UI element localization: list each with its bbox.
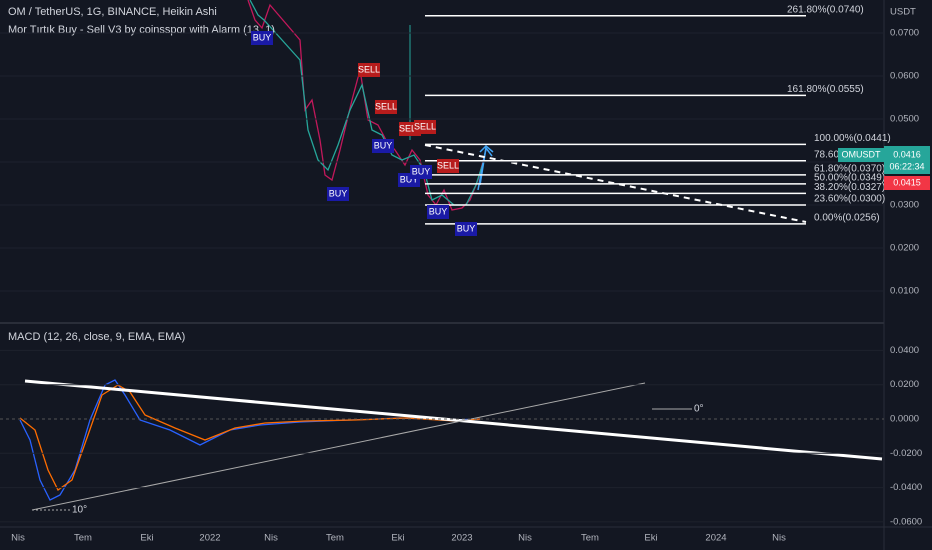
badge: [838, 148, 884, 162]
signal-box: [251, 31, 273, 45]
time-label: Nis: [11, 533, 25, 544]
price-candles-up: [249, 0, 485, 206]
badge: [884, 176, 930, 190]
signal-label: BUY: [457, 223, 476, 233]
macd-trendline: [24, 379, 883, 461]
signal-box: [414, 120, 436, 134]
signal-label: SELL: [358, 64, 380, 74]
signal-box: [372, 139, 394, 153]
signal-label: BUY: [429, 206, 448, 216]
macd-support: [31, 382, 646, 511]
macd-tick-label: 0.0200: [890, 379, 919, 390]
trend-line: [424, 144, 807, 223]
macd-tick-label: 0.0400: [890, 345, 919, 356]
annotation: 10°: [72, 505, 87, 516]
fib-label: 161.80%(0.0555): [787, 84, 864, 95]
signal-label: BUY: [400, 174, 419, 184]
macd-tick-label: -0.0200: [890, 448, 922, 459]
signal-label: SELL: [375, 101, 397, 111]
indicator-title: Mor Tırtık Buy - Sell V3 by coinsspor wi…: [8, 24, 275, 36]
signal-label: BUY: [253, 32, 272, 42]
fib-label: 100.00%(0.0441): [814, 133, 891, 144]
price-tick-label: 0.0500: [890, 114, 919, 125]
signal-box: [427, 205, 449, 219]
signal-label: BUY: [374, 140, 393, 150]
price-tick-label: 0.0300: [890, 200, 919, 211]
time-label: 2024: [705, 533, 726, 544]
time-label: Tem: [326, 533, 344, 544]
time-label: 2022: [199, 533, 220, 544]
badge-prev: 0.0415: [893, 177, 921, 187]
badge-countdown: 06:22:34: [889, 161, 924, 171]
price-tick-label: 0.0600: [890, 71, 919, 82]
fib-label: 0.00%(0.0256): [814, 213, 880, 224]
fib-label: 38.20%(0.0327): [814, 182, 885, 193]
signal-box: [375, 100, 397, 114]
fib-label: 78.60%: [814, 149, 848, 160]
price-tick-label: 0.0200: [890, 243, 919, 254]
signal-label: SELL: [437, 160, 459, 170]
signal-box: [358, 63, 380, 77]
currency: USDT: [890, 7, 916, 18]
time-label: Eki: [644, 533, 657, 544]
signal-box: [437, 159, 459, 173]
annotation: 0°: [694, 404, 704, 415]
macd-tick-label: -0.0600: [890, 516, 922, 527]
price-tick-label: 0.0700: [890, 28, 919, 39]
signal-box: [455, 222, 477, 236]
time-label: 2023: [451, 533, 472, 544]
time-label: Nis: [518, 533, 532, 544]
time-label: Tem: [74, 533, 92, 544]
badge-symbol: OMUSDT: [842, 149, 881, 159]
arrow: [479, 144, 494, 186]
fib-label: 261.80%(0.0740): [787, 4, 864, 15]
macd-tick-label: 0.0000: [890, 414, 919, 425]
fib-label: 23.60%(0.0300): [814, 194, 885, 205]
badge: [884, 146, 930, 174]
signal-label: BUY: [412, 166, 431, 176]
symbol-title: OM / TetherUS, 1G, BINANCE, Heikin Ashi: [8, 6, 217, 18]
badge-last: 0.0416: [893, 149, 921, 159]
fib-label: 50.00%(0.0349): [814, 173, 885, 184]
fib-label: 61.80%(0.0370): [814, 164, 885, 175]
signal-box: [327, 187, 349, 201]
time-label: Eki: [391, 533, 404, 544]
macd-title: MACD (12, 26, close, 9, EMA, EMA): [8, 331, 185, 343]
signal-label: BUY: [329, 188, 348, 198]
signal-label: SELL: [414, 121, 436, 131]
time-label: Eki: [140, 533, 153, 544]
price-tick-label: 0.0100: [890, 286, 919, 297]
signal-label: SELL: [399, 123, 421, 133]
macd-tick-label: -0.0400: [890, 482, 922, 493]
signal-line: [19, 384, 481, 491]
time-label: Nis: [772, 533, 786, 544]
time-label: Tem: [581, 533, 599, 544]
signal-box: [410, 165, 432, 179]
time-label: Nis: [264, 533, 278, 544]
